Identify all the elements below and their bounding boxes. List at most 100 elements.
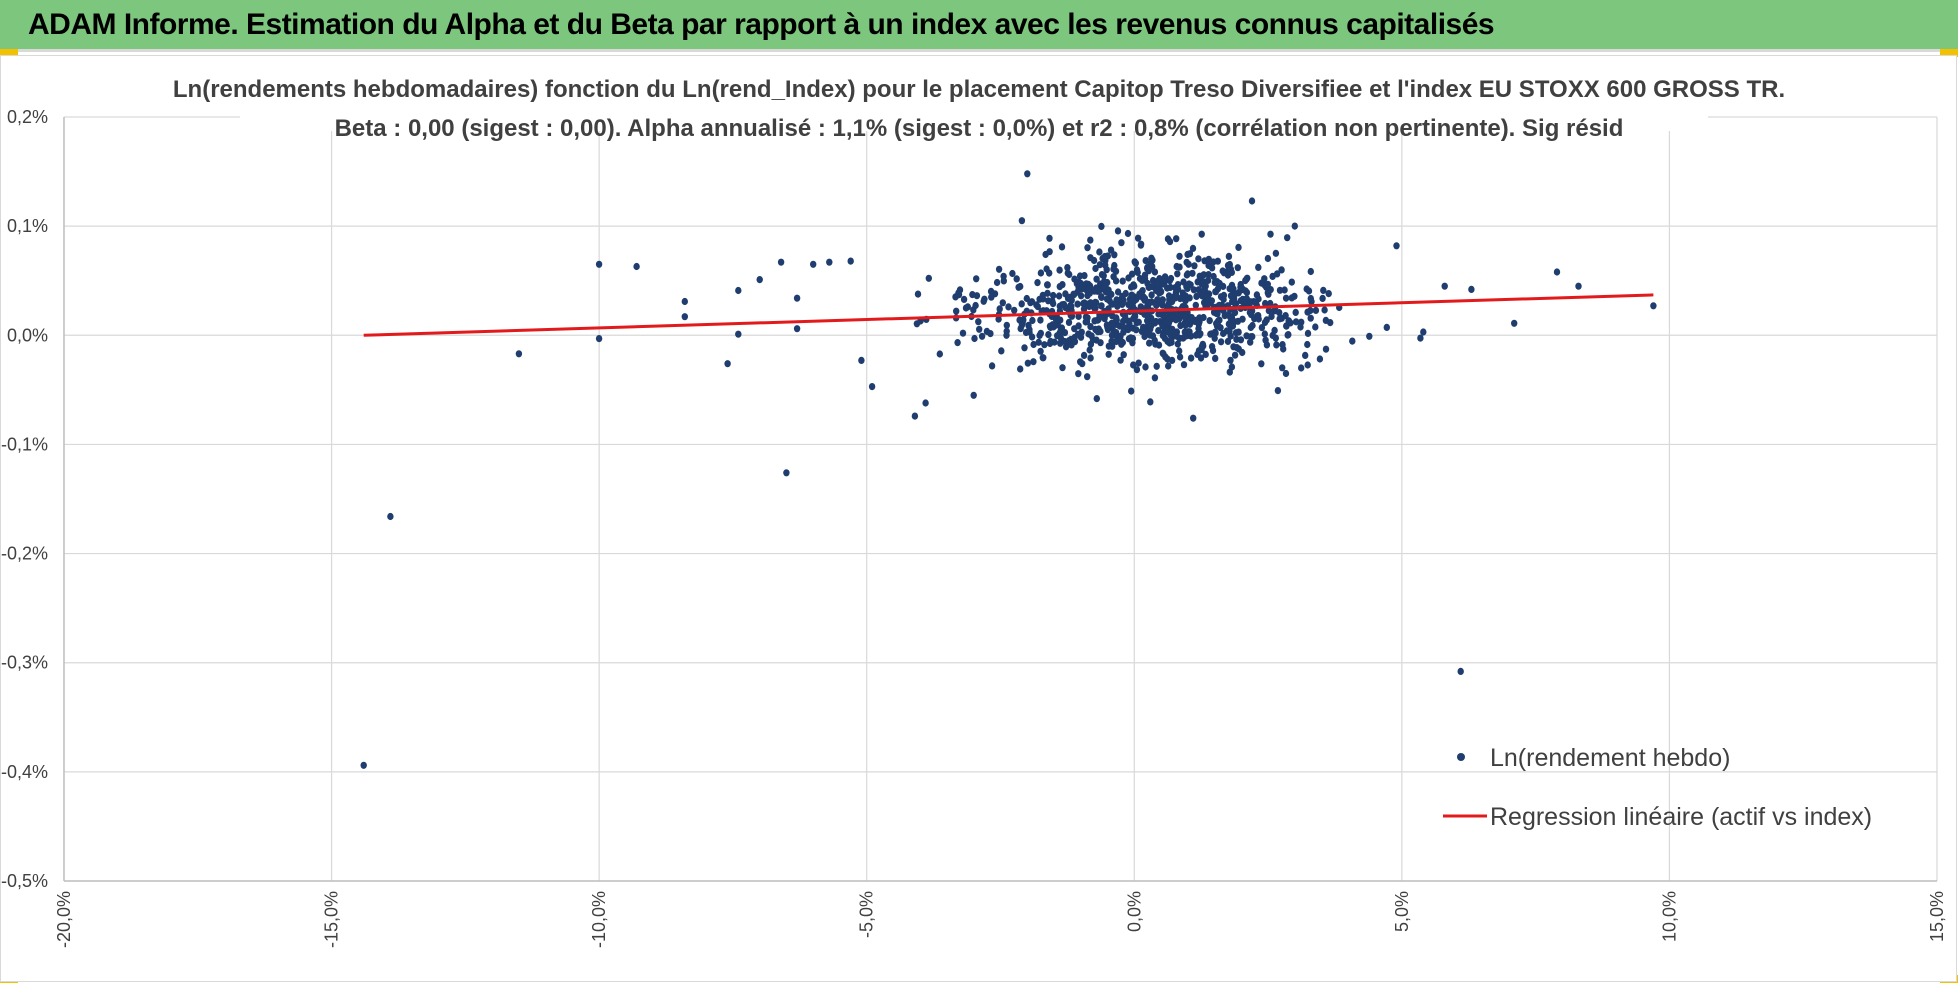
data-point bbox=[1211, 278, 1219, 286]
data-point bbox=[975, 318, 982, 326]
chart-legend: Ln(rendement hebdo) Regression linéaire … bbox=[1443, 744, 1872, 831]
report-title: ADAM Informe. Estimation du Alpha et du … bbox=[28, 8, 1495, 41]
data-point bbox=[1273, 270, 1281, 278]
data-point bbox=[1302, 351, 1309, 359]
data-point bbox=[1200, 313, 1207, 322]
x-tick-label: 5,0% bbox=[1392, 891, 1412, 932]
data-point bbox=[1141, 295, 1149, 303]
data-point bbox=[1139, 276, 1146, 284]
data-point bbox=[1276, 309, 1283, 317]
data-point bbox=[1258, 324, 1266, 332]
data-point bbox=[1039, 291, 1047, 299]
data-point bbox=[724, 360, 731, 368]
data-point bbox=[1183, 271, 1191, 279]
data-point bbox=[1239, 315, 1246, 323]
data-point bbox=[1120, 351, 1127, 359]
data-point bbox=[1575, 282, 1582, 290]
data-point bbox=[1225, 252, 1233, 260]
data-point bbox=[1093, 275, 1100, 283]
data-point bbox=[1307, 267, 1315, 276]
data-point bbox=[1128, 387, 1135, 395]
data-point bbox=[1383, 323, 1391, 331]
data-point bbox=[1207, 330, 1214, 338]
data-point bbox=[1125, 317, 1132, 325]
data-point bbox=[1151, 374, 1159, 382]
data-point bbox=[1145, 321, 1152, 329]
data-point bbox=[1090, 256, 1098, 265]
data-point bbox=[1177, 295, 1184, 303]
data-point bbox=[1060, 300, 1068, 309]
data-point bbox=[1114, 288, 1122, 296]
data-point bbox=[1118, 300, 1126, 308]
data-point bbox=[1080, 351, 1088, 359]
data-point bbox=[1137, 240, 1145, 248]
data-point bbox=[1224, 337, 1232, 345]
data-point bbox=[1015, 283, 1022, 291]
data-point bbox=[1166, 277, 1174, 285]
data-point bbox=[1268, 312, 1275, 321]
data-point bbox=[1065, 318, 1073, 326]
data-point bbox=[1100, 272, 1107, 280]
data-point bbox=[1058, 243, 1066, 251]
data-point bbox=[1214, 321, 1222, 329]
data-point bbox=[1202, 350, 1209, 358]
data-point bbox=[1092, 299, 1100, 307]
data-point bbox=[1152, 317, 1160, 326]
data-point bbox=[1247, 333, 1255, 341]
data-point bbox=[1242, 287, 1249, 295]
data-point bbox=[1212, 288, 1219, 296]
data-point bbox=[1269, 331, 1276, 339]
data-point bbox=[1135, 318, 1142, 326]
x-tick-label: 10,0% bbox=[1659, 891, 1679, 942]
data-point bbox=[1133, 326, 1140, 334]
data-point bbox=[1028, 298, 1036, 306]
data-point bbox=[1307, 314, 1314, 322]
data-point bbox=[1135, 292, 1142, 301]
data-point bbox=[1093, 395, 1101, 403]
data-point bbox=[1170, 329, 1177, 337]
data-point bbox=[1204, 294, 1212, 302]
data-point bbox=[1149, 263, 1156, 271]
data-point bbox=[1130, 361, 1137, 369]
data-point bbox=[1057, 334, 1065, 342]
data-point bbox=[1441, 282, 1448, 290]
data-point bbox=[1227, 332, 1234, 340]
data-point bbox=[1104, 323, 1111, 331]
data-point bbox=[1282, 312, 1289, 320]
data-point bbox=[1026, 328, 1033, 336]
data-point bbox=[868, 383, 876, 391]
data-point bbox=[1183, 258, 1190, 266]
data-point bbox=[1231, 309, 1239, 317]
data-point bbox=[1105, 350, 1112, 358]
data-point bbox=[735, 286, 742, 295]
data-point bbox=[1247, 338, 1254, 346]
data-point bbox=[1274, 387, 1282, 395]
data-point bbox=[1233, 344, 1241, 352]
data-point bbox=[1086, 302, 1093, 311]
data-point bbox=[1243, 275, 1250, 283]
data-point bbox=[1120, 317, 1127, 325]
data-point bbox=[826, 258, 833, 266]
y-tick-label: -0,5% bbox=[1, 871, 48, 891]
data-point bbox=[1055, 292, 1063, 300]
data-point bbox=[1226, 260, 1234, 269]
data-point bbox=[1049, 300, 1057, 308]
data-point bbox=[1080, 299, 1087, 308]
legend-label-points: Ln(rendement hebdo) bbox=[1490, 744, 1730, 772]
data-point bbox=[1176, 263, 1183, 271]
data-point bbox=[1189, 269, 1196, 277]
data-point bbox=[1075, 322, 1082, 330]
data-point bbox=[1325, 290, 1332, 298]
data-point bbox=[1174, 340, 1182, 348]
data-point bbox=[1111, 251, 1118, 259]
data-point bbox=[1071, 275, 1078, 283]
data-point bbox=[1312, 306, 1320, 314]
data-point bbox=[999, 299, 1006, 307]
data-point bbox=[1098, 293, 1105, 301]
data-point bbox=[1304, 340, 1311, 349]
data-point bbox=[1128, 291, 1136, 299]
data-point bbox=[1046, 269, 1053, 277]
data-point bbox=[1252, 299, 1260, 307]
data-point bbox=[1075, 312, 1082, 320]
